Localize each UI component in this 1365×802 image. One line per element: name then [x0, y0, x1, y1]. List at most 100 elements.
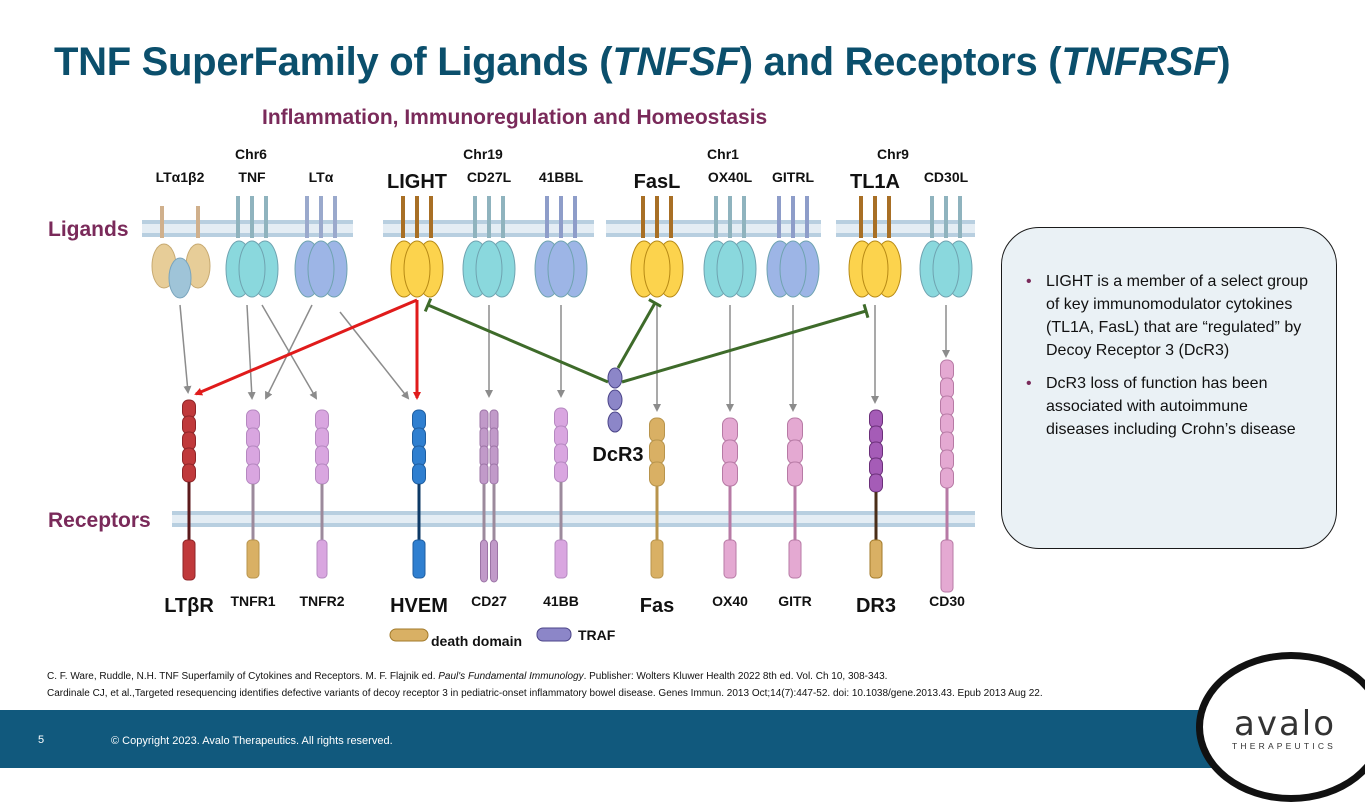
- receptor-domain: [315, 427, 329, 449]
- ligand-stem: [160, 206, 164, 238]
- ligand-stem: [196, 206, 200, 238]
- receptor-domain: [787, 461, 803, 487]
- receptor-domain: [722, 417, 738, 443]
- ligand-stem: [545, 196, 549, 238]
- receptor-domain: [412, 427, 426, 449]
- ligand-cd30l: CD30L: [919, 169, 973, 298]
- ligand-subunit: [716, 240, 744, 298]
- ligand-tnf: TNF: [225, 169, 279, 298]
- ligand-subunit: [932, 240, 960, 298]
- receptor-gitr: GITR: [778, 417, 812, 609]
- traf-swatch: [536, 627, 572, 642]
- receptor-domain: [412, 445, 426, 467]
- receptor-stalk: [320, 484, 324, 540]
- ligand-stem: [728, 196, 732, 238]
- receptor-domain: [489, 409, 499, 431]
- ligand-light: LIGHT: [387, 171, 447, 298]
- ligand-stem: [429, 196, 433, 238]
- receptor-stalk: [793, 486, 797, 540]
- receptor-label: GITR: [778, 593, 811, 609]
- receptor-stalk: [728, 486, 732, 540]
- receptor-stalk: [559, 482, 563, 540]
- ligand-stem: [264, 196, 268, 238]
- receptor-stalk: [482, 484, 486, 540]
- receptor-ox40: OX40: [712, 417, 748, 609]
- ligand-membrane-3-edge-bottom: [606, 233, 821, 237]
- ligand-membrane-4-edge-bottom: [836, 233, 975, 237]
- ligand-stem: [859, 196, 863, 238]
- receptor-fas: Fas: [640, 417, 674, 617]
- decoy-domain: [607, 411, 623, 433]
- receptor-41bb: 41BB: [543, 407, 579, 609]
- receptor-domain: [315, 445, 329, 467]
- receptor-domain: [554, 461, 568, 483]
- receptor-hvem: HVEM: [390, 409, 448, 617]
- receptor-intracellular-domain: [723, 539, 737, 579]
- receptor-intracellular-domain: [490, 539, 498, 583]
- ligand-membrane-4-edge-top: [836, 220, 975, 224]
- ligand-subunit: [547, 240, 575, 298]
- receptor-tnfr1: TNFR1: [230, 409, 276, 609]
- footer-bar: 5 © Copyright 2023. Avalo Therapeutics. …: [0, 710, 1365, 768]
- ligand-stem: [333, 196, 337, 238]
- receptor-intracellular-domain: [316, 539, 328, 579]
- receptor-stalk: [945, 488, 949, 540]
- ligand-fasl: FasL: [630, 171, 684, 298]
- ligand-subunit: [643, 240, 671, 298]
- ligand-gitrl: GITRL: [766, 169, 820, 298]
- receptor-domain: [787, 417, 803, 443]
- decoy-domain: [607, 367, 623, 389]
- receptor-label: 41BB: [543, 593, 579, 609]
- ligand-label: LIGHT: [387, 171, 447, 193]
- receptor-domain: [649, 417, 665, 443]
- ligand-label: LTα: [309, 169, 334, 185]
- ligand-stem: [559, 196, 563, 238]
- receptor-domain: [315, 463, 329, 485]
- receptor-domain: [479, 463, 489, 485]
- receptor-intracellular-domain: [869, 539, 883, 579]
- receptor-label: LTβR: [164, 595, 214, 617]
- receptor-domain: [722, 439, 738, 465]
- ligand-lt: LTα: [294, 169, 348, 298]
- receptor-domain: [246, 463, 260, 485]
- receptor-intracellular-domain: [412, 539, 426, 579]
- legend-traf-label: TRAF: [578, 627, 616, 643]
- receptor-domain: [412, 463, 426, 485]
- tnf-superfamily-diagram: LTα1β2 TNF LTα LIGHT CD27L 41BBL FasL OX40L GITR…: [142, 146, 975, 649]
- legend-death-domain-label: death domain: [431, 633, 522, 649]
- receptor-domain: [489, 463, 499, 485]
- ligand-stem: [319, 196, 323, 238]
- receptor-domain: [940, 467, 954, 489]
- chromosome-label: Chr6: [235, 146, 267, 162]
- ligand-stem: [714, 196, 718, 238]
- receptor-label: TNFR1: [230, 593, 275, 609]
- receptor-domain: [412, 409, 426, 431]
- receptor-intracellular-domain: [650, 539, 664, 579]
- chromosome-label: Chr19: [463, 146, 503, 162]
- slide-subtitle: Inflammation, Immunoregulation and Homeo…: [262, 106, 768, 129]
- diagram-legend: death domain TRAF: [389, 627, 616, 649]
- dcr3-inhibition-line: [427, 303, 609, 384]
- ligand-membrane-3-edge-top: [606, 220, 821, 224]
- receptor-domain: [869, 473, 883, 493]
- receptor-intracellular-domain: [480, 539, 488, 583]
- inhibition-bar: [423, 297, 433, 313]
- receptor-domain: [869, 441, 883, 461]
- ligand-membrane-3: [606, 220, 821, 237]
- binding-arrow: [179, 304, 192, 394]
- ligand-subunit: [475, 240, 503, 298]
- ligand-label: 41BBL: [539, 169, 584, 185]
- ligand-stem: [930, 196, 934, 238]
- dcr3-inhibition-line: [616, 302, 657, 369]
- receptor-label: OX40: [712, 593, 748, 609]
- ligand-membrane-1-edge-bottom: [142, 233, 353, 237]
- receptor-domain: [246, 445, 260, 467]
- receptor-domain: [182, 463, 196, 483]
- ligand-stem: [958, 196, 962, 238]
- ligand-stem: [415, 196, 419, 238]
- receptor-label: Fas: [640, 595, 674, 617]
- ligand-subunit: [403, 240, 431, 298]
- decoy-label: DcR3: [592, 444, 643, 466]
- ligand-stem: [655, 196, 659, 238]
- slide-title: TNF SuperFamily of Ligands (TNFSF) and R…: [54, 40, 1231, 84]
